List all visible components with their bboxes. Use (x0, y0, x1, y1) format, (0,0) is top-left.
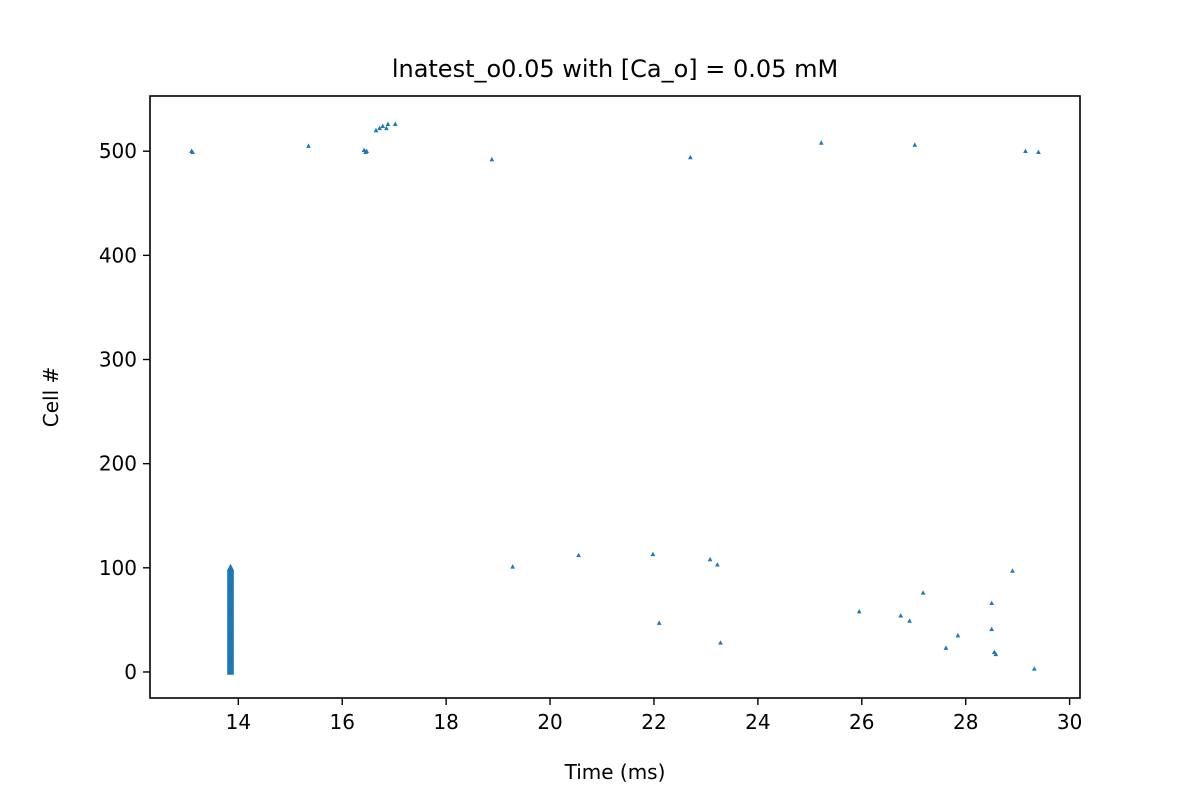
x-tick-label: 14 (226, 710, 251, 734)
spike-marker (364, 148, 369, 154)
spike-marker (380, 123, 386, 129)
spike-marker (955, 632, 961, 638)
x-tick-label: 26 (849, 710, 874, 734)
x-tick-label: 22 (641, 710, 666, 734)
y-tick-label: 200 (99, 452, 137, 476)
spike-marker (377, 125, 382, 131)
spike-marker (907, 618, 912, 623)
chart-title: lnatest_o0.05 with [Ca_o] = 0.05 mM (392, 55, 838, 83)
spike-marker (912, 142, 918, 147)
spike-marker (392, 121, 398, 126)
spike-marker (818, 140, 824, 145)
x-tick-label: 16 (330, 710, 355, 734)
spike-marker (510, 564, 515, 569)
spike-marker (1023, 148, 1028, 154)
spike-marker (1010, 568, 1015, 573)
spike-marker (687, 154, 693, 160)
spike-marker (1036, 149, 1041, 155)
x-tick-label: 28 (953, 710, 978, 734)
spike-marker (715, 562, 720, 567)
spike-marker (898, 613, 904, 618)
spike-marker (489, 156, 495, 162)
y-tick-label: 300 (99, 348, 137, 372)
spike-marker (373, 127, 379, 133)
spike-marker (190, 149, 195, 155)
spike-marker (989, 600, 995, 606)
y-axis-label: Cell # (39, 367, 63, 428)
spike-marker (718, 640, 723, 645)
spike-marker (385, 121, 391, 126)
spike-marker (943, 645, 949, 650)
y-tick-label: 400 (99, 243, 137, 267)
y-tick-label: 0 (124, 660, 137, 684)
spike-marker (989, 626, 995, 632)
plot-area (189, 121, 1041, 675)
x-tick-label: 20 (537, 710, 562, 734)
spike-marker (707, 556, 713, 562)
x-axis: 14 16 18 20 22 24 26 28 30 (226, 698, 1082, 734)
spike-marker (920, 590, 926, 595)
axes-frame (149, 95, 1081, 699)
y-tick-label: 100 (99, 556, 137, 580)
y-tick-label: 500 (99, 139, 137, 163)
spike-marker (384, 125, 389, 131)
spike-marker (856, 608, 862, 614)
spike-marker (656, 620, 662, 625)
spike-marker (650, 551, 656, 557)
spike-marker (1031, 666, 1037, 671)
y-axis: 0 100 200 300 400 500 (99, 139, 150, 684)
spike-marker (576, 552, 581, 558)
spike-marker (993, 651, 999, 657)
burst-spike-marker (226, 563, 235, 571)
x-tick-label: 30 (1057, 710, 1082, 734)
x-axis-label: Time (ms) (564, 760, 666, 784)
x-tick-label: 18 (433, 710, 458, 734)
x-tick-label: 24 (745, 710, 770, 734)
spike-marker (306, 143, 311, 148)
